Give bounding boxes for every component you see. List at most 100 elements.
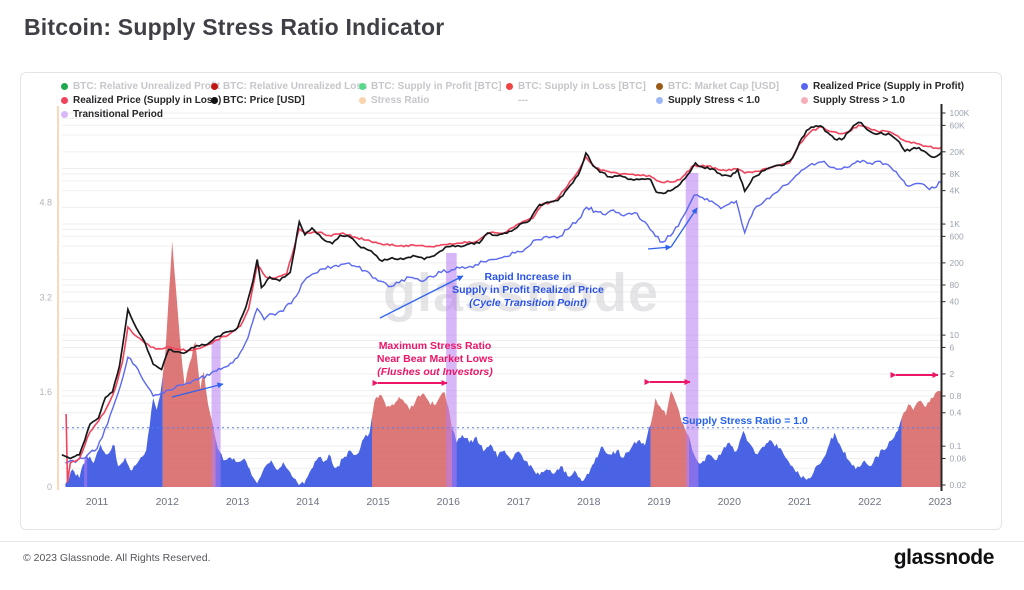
svg-text:0.02: 0.02 <box>950 480 967 490</box>
legend-dot-supply-stress-lt-1 <box>656 97 663 104</box>
legend-item-supply-stress-lt-1[interactable]: Supply Stress < 1.0 <box>656 94 801 107</box>
svg-text:0.06: 0.06 <box>950 453 967 463</box>
legend-item-supply-stress-gt-1[interactable]: Supply Stress > 1.0 <box>801 94 1001 107</box>
stress-ratio-area <box>65 241 942 487</box>
x-axis-labels: 2011 2012 2013 2014 2015 2016 2017 2018 2019 2020… <box>86 496 952 508</box>
legend: BTC: Relative Unrealized Profit BTC: Rela… <box>61 80 1001 121</box>
svg-text:0: 0 <box>47 482 52 492</box>
annotation-max-stress: Maximum Stress Ratio <box>379 340 492 352</box>
legend-item-hidden-series[interactable]: --- <box>506 94 656 107</box>
copyright-text: © 2023 Glassnode. All Rights Reserved. <box>23 552 211 564</box>
legend-dot-rel-unrealized-profit <box>61 83 68 90</box>
blue-arrow <box>171 382 224 398</box>
legend-label-btc-price: BTC: Price [USD] <box>223 95 305 106</box>
svg-text:4.8: 4.8 <box>39 198 52 208</box>
annotation-stress-ratio-label: Supply Stress Ratio = 1.0 <box>682 415 808 427</box>
legend-dot-market-cap <box>656 83 663 90</box>
legend-dot-realized-price-loss <box>61 97 68 104</box>
svg-text:20K: 20K <box>950 147 965 157</box>
left-axis-labels: 0 1.6 3.2 4.8 <box>39 198 52 492</box>
blue-arrow <box>647 244 672 251</box>
legend-dot-stress-ratio <box>359 97 366 104</box>
svg-text:0.1: 0.1 <box>950 441 962 451</box>
legend-item-market-cap[interactable]: BTC: Market Cap [USD] <box>656 80 801 93</box>
line-realized-price-supply-in-profit- <box>65 159 942 464</box>
legend-item-supply-in-loss[interactable]: BTC: Supply in Loss [BTC] <box>506 80 656 93</box>
legend-label-market-cap: BTC: Market Cap [USD] <box>668 81 780 92</box>
legend-item-rel-unrealized-loss[interactable]: BTC: Relative Unrealized Loss <box>211 80 367 93</box>
legend-label-rel-unrealized-profit: BTC: Relative Unrealized Profit <box>73 81 221 92</box>
legend-label-hidden-series: --- <box>518 95 528 106</box>
svg-text:8K: 8K <box>950 169 961 179</box>
svg-text:2015: 2015 <box>366 496 390 508</box>
svg-text:3.2: 3.2 <box>39 292 52 302</box>
footer: © 2023 Glassnode. All Rights Reserved. g… <box>0 541 1024 590</box>
legend-dot-realized-price-profit <box>801 83 808 90</box>
chart-panel: BTC: Relative Unrealized Profit BTC: Rela… <box>20 72 1002 530</box>
svg-text:2018: 2018 <box>577 496 601 508</box>
line-btc-price-usd- <box>61 121 942 460</box>
svg-text:1.6: 1.6 <box>39 387 52 397</box>
legend-item-realized-price-loss[interactable]: Realized Price (Supply in Loss) <box>61 94 221 107</box>
svg-text:2011: 2011 <box>86 496 109 508</box>
legend-item-transitional-period[interactable]: Transitional Period <box>61 108 211 121</box>
svg-text:0.8: 0.8 <box>950 391 962 401</box>
legend-item-realized-price-profit[interactable]: Realized Price (Supply in Profit) <box>801 80 1001 93</box>
svg-text:6: 6 <box>950 342 955 352</box>
svg-text:2014: 2014 <box>296 496 320 508</box>
svg-text:2013: 2013 <box>226 496 250 508</box>
svg-text:4K: 4K <box>950 186 961 196</box>
transitional-period-bands <box>84 172 699 487</box>
svg-text:40: 40 <box>950 297 960 307</box>
annotation-rapid-increase: (Cycle Transition Point) <box>469 297 587 309</box>
legend-dot-supply-stress-gt-1 <box>801 97 808 104</box>
blue-arrow <box>670 207 698 248</box>
legend-item-stress-ratio[interactable]: Stress Ratio <box>359 94 506 107</box>
legend-dot-supply-in-loss <box>506 83 513 90</box>
svg-text:80: 80 <box>950 280 960 290</box>
svg-text:200: 200 <box>950 258 964 268</box>
legend-dot-transitional-period <box>61 111 68 118</box>
right-axis-labels: 100K 60K 20K 8K 4K 1K 600 200 80 40 10 6 2 0.8 0.4 0.1 0… <box>941 108 970 490</box>
chart-canvas[interactable]: glassnode01.63.24.8100K60K20K8K4K1K60020… <box>21 73 1001 529</box>
annotation-max-stress: (Flushes out Investors) <box>377 366 493 378</box>
glassnode-wordmark: glassnode <box>893 546 995 569</box>
svg-text:2016: 2016 <box>437 496 461 508</box>
page-title: Bitcoin: Supply Stress Ratio Indicator <box>24 14 445 40</box>
svg-text:10: 10 <box>950 330 960 340</box>
svg-text:60K: 60K <box>950 120 965 130</box>
legend-label-supply-stress-gt-1: Supply Stress > 1.0 <box>813 95 905 106</box>
legend-dot-supply-in-profit <box>359 83 366 90</box>
legend-label-realized-price-profit: Realized Price (Supply in Profit) <box>813 81 965 92</box>
svg-text:600: 600 <box>950 231 964 241</box>
legend-item-rel-unrealized-profit[interactable]: BTC: Relative Unrealized Profit <box>61 80 220 93</box>
svg-text:2022: 2022 <box>858 496 882 508</box>
legend-label-rel-unrealized-loss: BTC: Relative Unrealized Loss <box>223 81 368 92</box>
legend-label-supply-in-profit: BTC: Supply in Profit [BTC] <box>371 81 502 92</box>
legend-label-supply-in-loss: BTC: Supply in Loss [BTC] <box>518 81 646 92</box>
svg-text:0.4: 0.4 <box>950 408 962 418</box>
svg-text:2017: 2017 <box>507 496 531 508</box>
legend-dot-rel-unrealized-loss <box>211 83 218 90</box>
svg-text:2020: 2020 <box>718 496 742 508</box>
annotation-rapid-increase: Supply in Profit Realized Price <box>452 284 604 296</box>
legend-label-transitional-period: Transitional Period <box>73 109 164 120</box>
svg-text:2012: 2012 <box>156 496 180 508</box>
legend-dot-btc-price <box>211 97 218 104</box>
svg-text:2023: 2023 <box>928 496 952 508</box>
svg-text:2019: 2019 <box>647 496 671 508</box>
svg-text:1K: 1K <box>950 219 961 229</box>
legend-item-supply-in-profit[interactable]: BTC: Supply in Profit [BTC] <box>359 80 506 93</box>
annotation-max-stress: Near Bear Market Lows <box>377 353 493 365</box>
legend-label-stress-ratio: Stress Ratio <box>371 95 430 106</box>
blue-arrow <box>379 275 464 319</box>
svg-text:100K: 100K <box>950 108 970 118</box>
legend-label-supply-stress-lt-1: Supply Stress < 1.0 <box>668 95 760 106</box>
svg-text:2: 2 <box>950 369 955 379</box>
svg-text:2021: 2021 <box>788 496 812 508</box>
legend-item-btc-price[interactable]: BTC: Price [USD] <box>211 94 359 107</box>
legend-label-realized-price-loss: Realized Price (Supply in Loss) <box>73 95 222 106</box>
annotation-rapid-increase: Rapid Increase in <box>485 271 572 283</box>
